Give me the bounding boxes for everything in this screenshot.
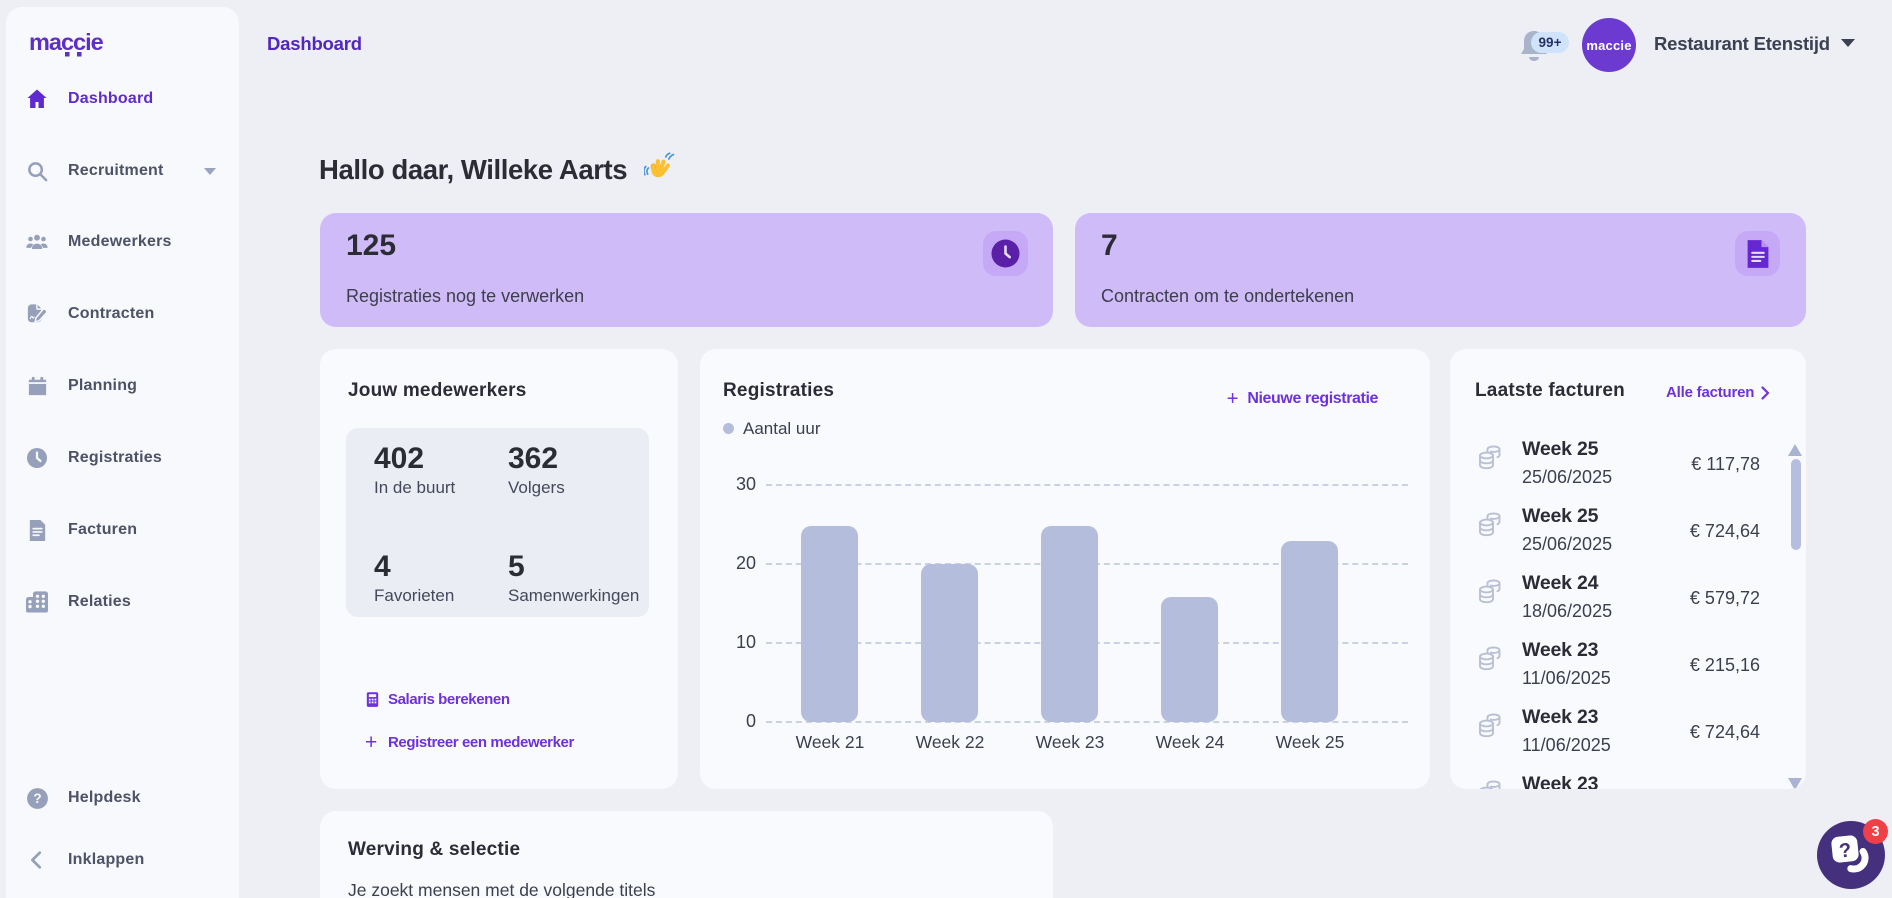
svg-text:?: ?	[1838, 839, 1852, 862]
svg-text:?: ?	[33, 791, 41, 806]
svg-text:maccie: maccie	[29, 29, 104, 55]
